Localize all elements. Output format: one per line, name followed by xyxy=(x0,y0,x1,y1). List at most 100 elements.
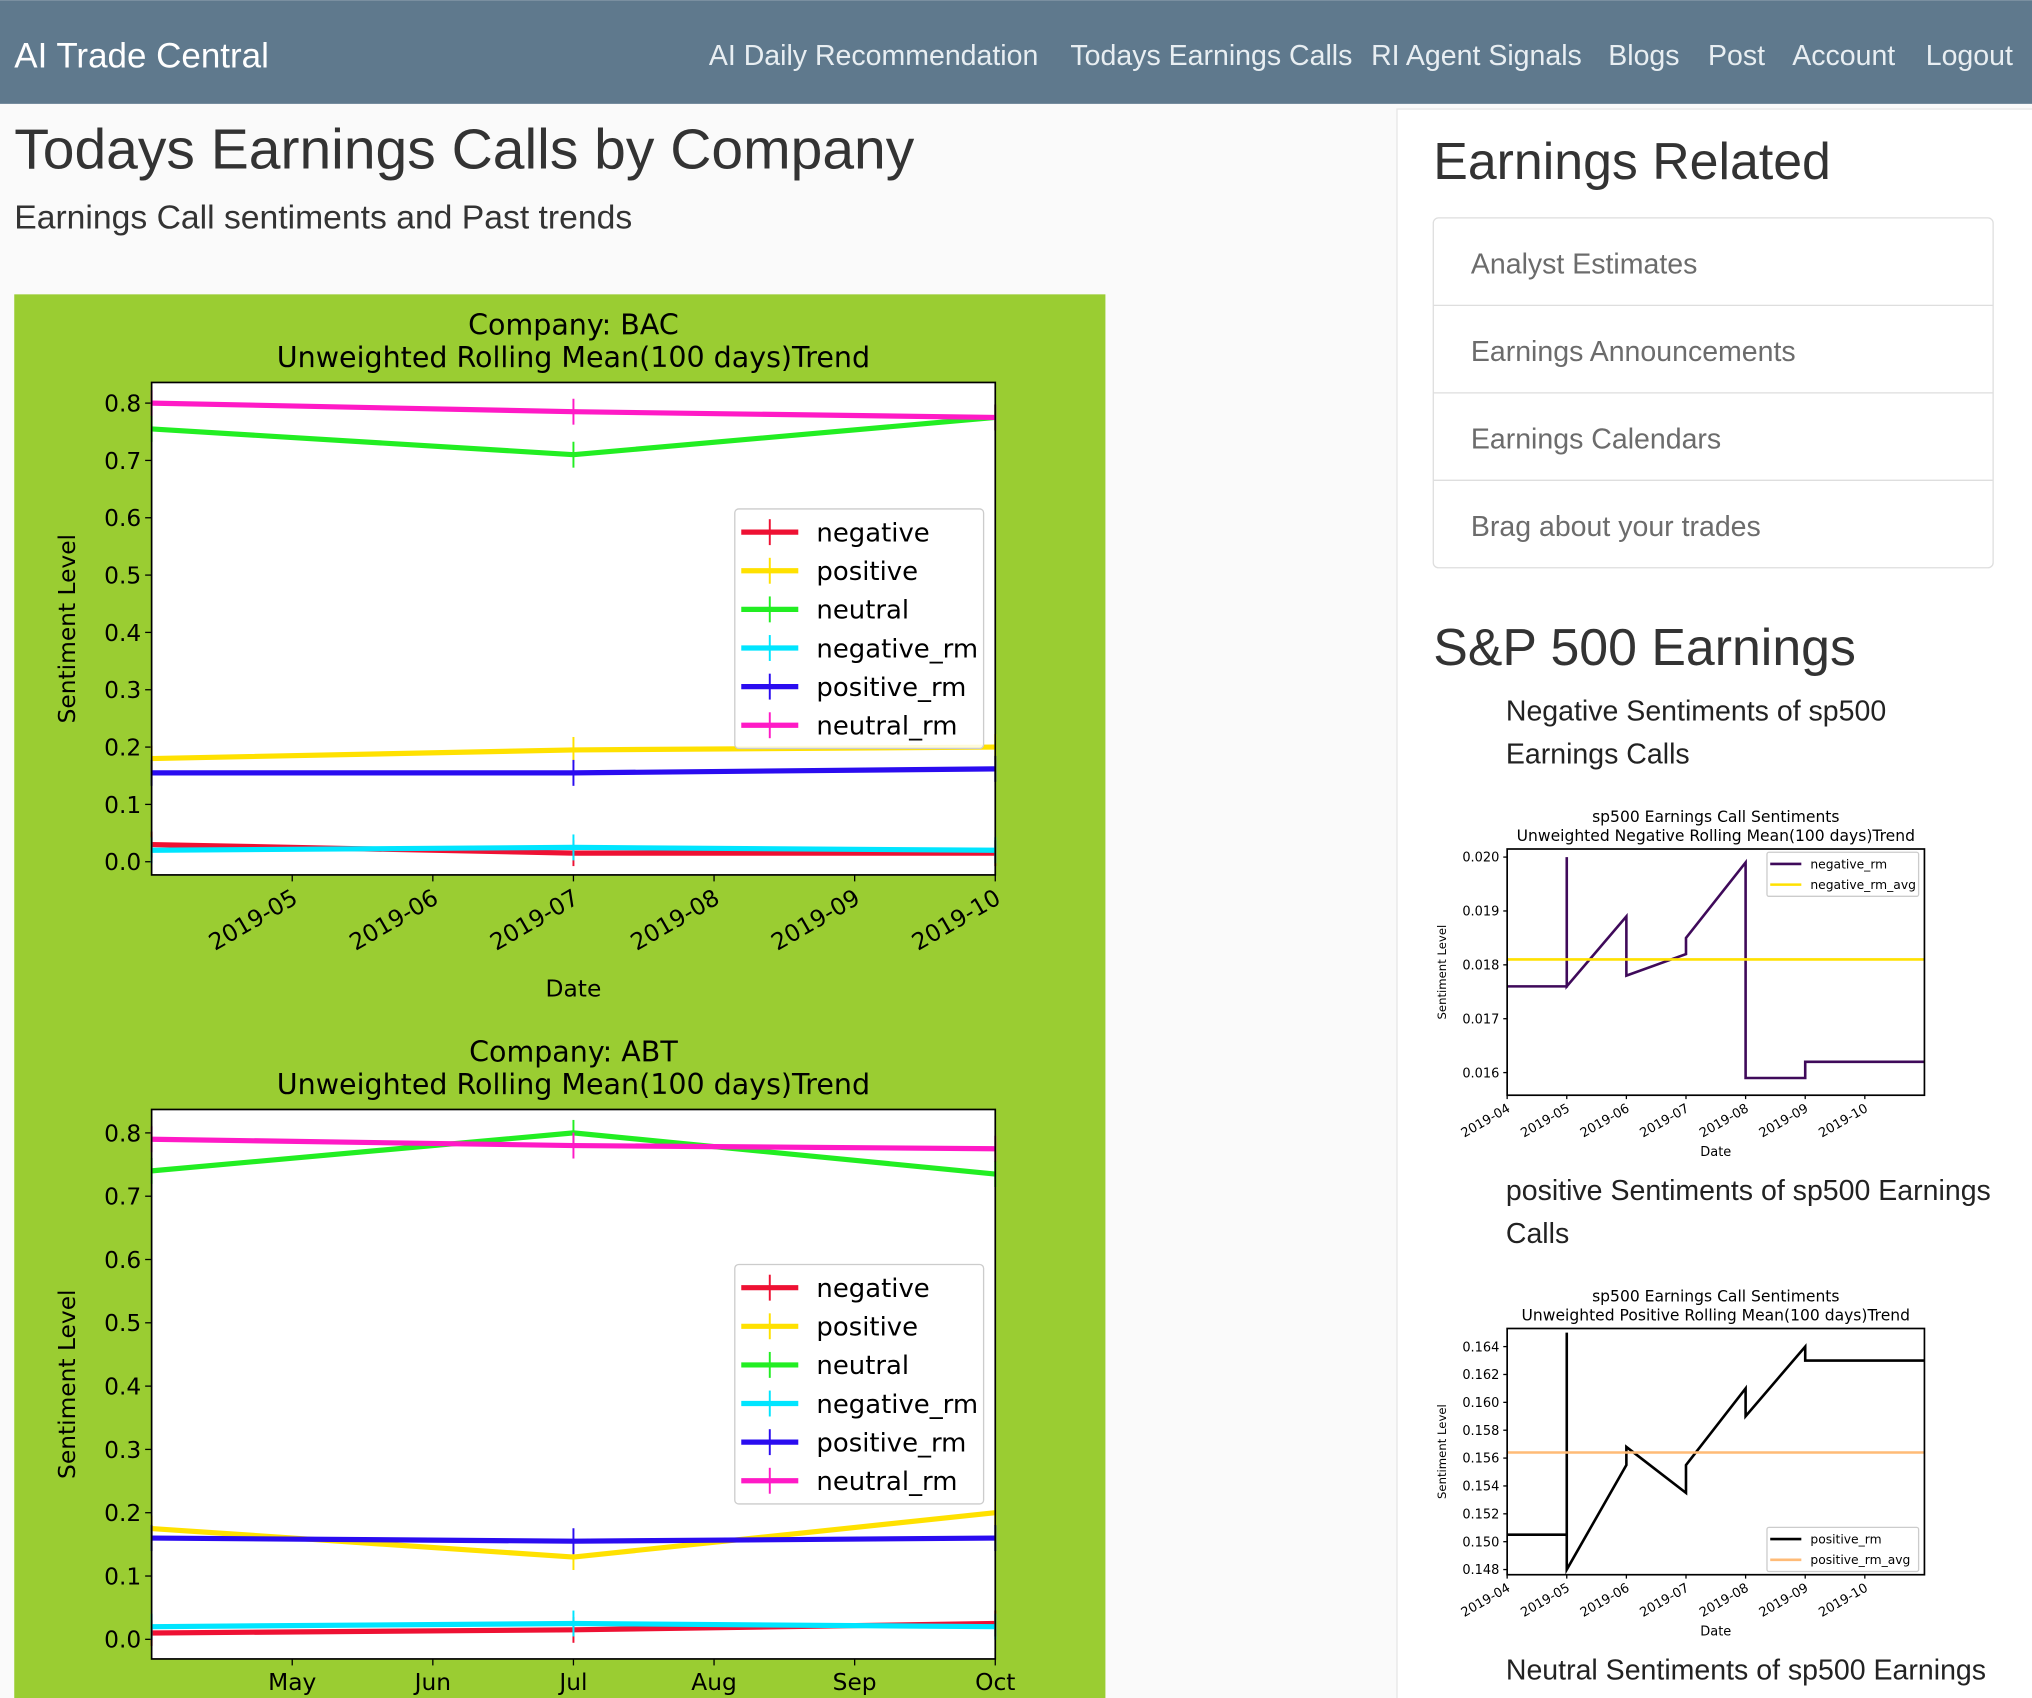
x-axis-label: Date xyxy=(546,976,602,1003)
y-tick-label: 0.156 xyxy=(1462,1452,1499,1467)
plot-frame xyxy=(150,381,997,876)
caption: Neutral Sentiments of sp500 Earnings xyxy=(1505,1653,1987,1687)
nav-link[interactable]: AI Daily Recommendation xyxy=(709,40,1038,72)
legend-label: negative xyxy=(816,518,929,548)
x-axis-label: Date xyxy=(1700,1625,1731,1640)
sidebar-title: Earnings Related xyxy=(1433,132,1831,190)
y-tick-label: 0.150 xyxy=(1462,1535,1499,1550)
y-tick-label: 0.0 xyxy=(104,849,141,876)
legend-label: negative_rm xyxy=(1810,857,1887,871)
y-tick-label: 0.6 xyxy=(104,505,141,532)
page-subtitle: Earnings Call sentiments and Past trends xyxy=(14,199,632,236)
list-item[interactable]: Analyst Estimates xyxy=(1471,249,1698,281)
series-line xyxy=(1507,1332,1925,1575)
y-tick-label: 0.5 xyxy=(104,1310,141,1337)
chart-title: Company: ABT xyxy=(469,1036,678,1069)
plot-frame xyxy=(1506,1327,1926,1576)
caption: Negative Sentiments of sp500 Earnings Ca… xyxy=(1505,694,1887,770)
legend-label: positive_rm_avg xyxy=(1810,1553,1910,1567)
nav-link[interactable]: Logout xyxy=(1926,40,2013,72)
nav-link[interactable]: Post xyxy=(1708,40,1765,72)
legend-label: negative_rm_avg xyxy=(1810,878,1916,892)
list-item[interactable]: Brag about your trades xyxy=(1471,511,1761,543)
y-tick-label: 0.152 xyxy=(1462,1507,1499,1522)
y-tick-label: 0.017 xyxy=(1462,1012,1499,1027)
caption: positive Sentiments of sp500 Earnings Ca… xyxy=(1505,1174,1991,1250)
y-tick-label: 0.3 xyxy=(104,1437,141,1464)
legend-label: neutral xyxy=(816,1351,909,1381)
page-title: Todays Earnings Calls by Company xyxy=(14,118,914,182)
y-tick-label: 0.148 xyxy=(1462,1563,1499,1578)
x-tick-label: Sep xyxy=(833,1669,877,1696)
y-axis-label: Sentiment Level xyxy=(54,534,81,723)
chart-subtitle: Unweighted Positive Rolling Mean(100 day… xyxy=(1522,1307,1911,1325)
chart-title: sp500 Earnings Call Sentiments xyxy=(1592,808,1839,826)
y-tick-label: 0.160 xyxy=(1462,1396,1499,1411)
section-title: S&P 500 Earnings xyxy=(1433,618,1856,676)
legend-label: negative_rm xyxy=(816,1390,978,1420)
y-tick-label: 0.5 xyxy=(104,562,141,589)
legend-label: positive xyxy=(816,1313,918,1343)
legend-label: neutral_rm xyxy=(816,1467,957,1497)
navbar xyxy=(0,0,2032,104)
legend-label: positive_rm xyxy=(816,1428,966,1458)
y-tick-label: 0.1 xyxy=(104,792,141,819)
chart: sp500 Earnings Call Sentiments Unweighted… xyxy=(1435,1287,1926,1640)
legend-box xyxy=(1766,851,1920,897)
y-tick-label: 0.016 xyxy=(1462,1066,1499,1081)
y-axis-label: Sentiment Level xyxy=(1435,1404,1449,1499)
y-tick-label: 0.7 xyxy=(104,448,141,475)
y-axis-label: Sentiment Level xyxy=(1435,925,1449,1020)
y-tick-label: 0.7 xyxy=(104,1184,141,1211)
y-tick-label: 0.018 xyxy=(1462,959,1499,974)
nav-link[interactable]: Account xyxy=(1792,40,1895,72)
chart-title: sp500 Earnings Call Sentiments xyxy=(1592,1287,1839,1305)
y-tick-label: 0.6 xyxy=(104,1247,141,1274)
nav-link[interactable]: RI Agent Signals xyxy=(1371,40,1582,72)
chart: sp500 Earnings Call SentimentsUnweighted… xyxy=(1435,808,1926,1160)
x-tick-label: Aug xyxy=(691,1669,737,1696)
y-tick-label: 0.8 xyxy=(104,1120,141,1147)
y-tick-label: 0.2 xyxy=(104,1500,141,1527)
y-tick-label: 0.1 xyxy=(104,1563,141,1590)
list-item[interactable]: Earnings Calendars xyxy=(1471,424,1721,456)
legend-label: neutral_rm xyxy=(816,712,957,742)
plot-frame xyxy=(150,1108,997,1660)
x-tick-label: Oct xyxy=(975,1669,1015,1696)
y-tick-label: 0.4 xyxy=(104,620,141,647)
brand[interactable]: AI Trade Central xyxy=(14,37,269,76)
x-tick-label: May xyxy=(268,1669,316,1696)
legend-label: positive_rm xyxy=(1810,1533,1881,1547)
y-tick-label: 0.020 xyxy=(1462,851,1499,866)
y-tick-label: 0.4 xyxy=(104,1374,141,1401)
x-axis-label: Date xyxy=(1700,1145,1731,1160)
y-tick-label: 0.162 xyxy=(1462,1368,1499,1383)
y-tick-label: 0.2 xyxy=(104,734,141,761)
chart-subtitle: Unweighted Negative Rolling Mean(100 day… xyxy=(1517,827,1915,845)
list-item[interactable]: Earnings Announcements xyxy=(1471,336,1796,368)
legend-label: positive xyxy=(816,557,918,587)
series-line xyxy=(1507,857,1925,1080)
y-tick-label: 0.158 xyxy=(1462,1424,1499,1439)
y-tick-label: 0.3 xyxy=(104,677,141,704)
plot-frame xyxy=(1506,848,1926,1097)
y-tick-label: 0.019 xyxy=(1462,905,1499,920)
y-tick-label: 0.0 xyxy=(104,1627,141,1654)
caption-box: positive Sentiments of sp500 Earnings Ca… xyxy=(1505,1174,1991,1250)
caption-box: Neutral Sentiments of sp500 Earnings xyxy=(1505,1653,1987,1687)
y-tick-label: 0.154 xyxy=(1462,1480,1499,1495)
y-tick-label: 0.164 xyxy=(1462,1340,1499,1355)
chart-subtitle: Unweighted Rolling Mean(100 days)Trend xyxy=(277,1068,870,1101)
chart-title: Company: BAC xyxy=(468,309,679,342)
nav-link[interactable]: Blogs xyxy=(1608,40,1679,72)
x-tick-label: Jun xyxy=(413,1669,451,1696)
y-axis-label: Sentiment Level xyxy=(54,1289,81,1478)
legend-label: positive_rm xyxy=(816,673,966,703)
nav-link[interactable]: Todays Earnings Calls xyxy=(1070,40,1352,72)
legend-box xyxy=(1766,1526,1920,1573)
chart-subtitle: Unweighted Rolling Mean(100 days)Trend xyxy=(277,341,870,374)
legend-label: neutral xyxy=(816,596,909,626)
